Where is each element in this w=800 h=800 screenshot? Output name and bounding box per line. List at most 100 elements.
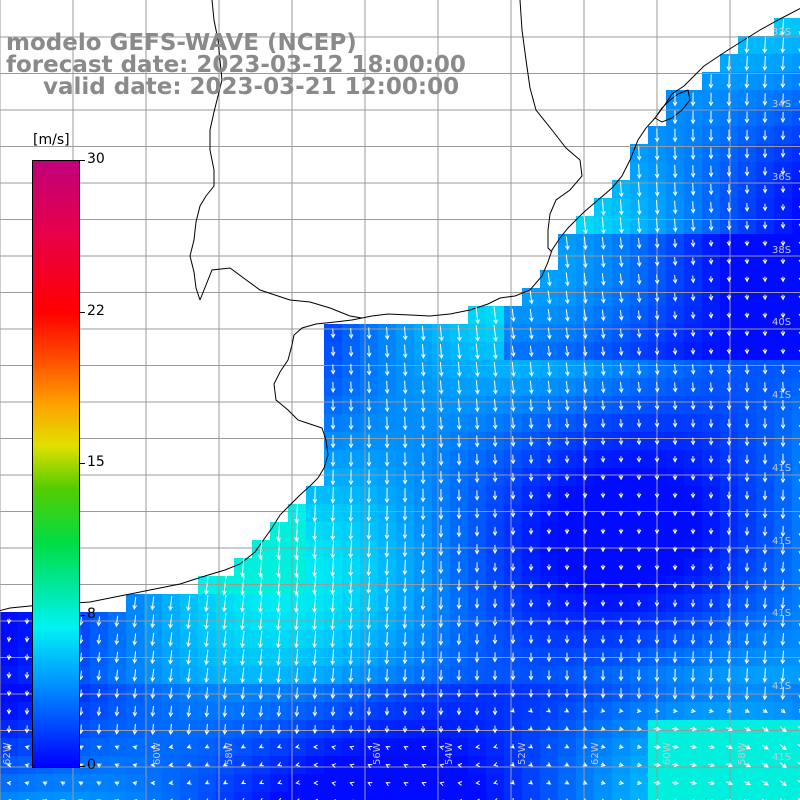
wind-arrow [186,744,192,749]
wind-arrow [312,522,318,541]
wind-arrow [708,382,714,393]
wind-arrow [168,596,173,611]
wind-arrow [564,437,570,446]
wind-arrow [600,328,606,339]
wind-arrow [546,689,552,698]
wind-cell [792,630,800,648]
wind-arrow [330,687,336,700]
wind-arrow [708,400,714,411]
wind-arrow [456,651,462,664]
wind-arrow [546,617,552,626]
wind-arrow [582,346,588,357]
wind-arrow [636,687,642,700]
wind-arrow [601,199,606,216]
lon-label: 54W [444,742,455,765]
wind-arrow [312,594,317,613]
wind-arrow [797,725,800,732]
wind-arrow [708,581,714,590]
wind-arrow [798,83,800,87]
wind-arrow [762,382,768,393]
wind-arrow [725,744,733,750]
wind-arrow [761,780,769,786]
wind-arrow [546,436,552,447]
wind-cell [342,792,360,800]
wind-arrow [221,575,227,596]
wind-arrow [474,580,480,591]
wind-arrow [510,652,516,663]
wind-arrow [726,509,732,518]
wind-arrow [384,452,390,467]
wind-arrow [690,400,696,411]
wind-arrow [96,688,102,699]
wind-arrow [690,510,696,517]
wind-arrow [456,398,462,413]
wind-arrow [726,400,732,411]
wind-arrow [512,797,514,800]
wind-arrow [438,525,444,538]
wind-arrow [779,744,787,751]
wind-arrow [366,594,372,613]
wind-arrow [689,780,698,786]
wind-arrow [186,723,192,736]
wind-arrow [582,437,588,446]
wind-arrow [654,363,660,376]
wind-arrow [294,594,299,613]
wind-cell [792,252,800,270]
wind-arrow [510,454,516,465]
wind-arrow [420,651,426,664]
wind-arrow [582,474,588,481]
wind-cell [792,396,800,414]
wind-arrow [457,343,462,360]
wind-arrow [438,542,444,557]
wind-arrow [6,672,12,679]
wind-arrow [475,306,480,325]
lat-label: 41S [772,752,791,763]
wind-arrow [402,614,408,629]
wind-arrow [780,597,786,610]
wind-arrow [636,617,642,626]
wind-arrow [654,310,660,321]
wind-arrow [330,399,336,412]
wind-arrow [6,780,12,786]
wind-cell [216,792,234,800]
wind-arrow [240,687,246,700]
wind-arrow [294,503,300,524]
wind-arrow [510,744,515,749]
wind-arrow [475,762,481,768]
wind-arrow [582,492,588,499]
wind-arrow [348,649,354,666]
wind-arrow [204,631,209,648]
wind-cell [18,792,36,800]
colorbar-unit: [m/s] [33,132,70,148]
wind-arrow [24,725,30,734]
wind-arrow [240,557,245,578]
wind-arrow [330,487,336,504]
wind-arrow [708,111,714,125]
wind-arrow [402,452,408,467]
wind-cell [792,162,800,180]
wind-arrow [114,724,120,735]
wind-arrow [780,240,786,247]
wind-arrow [528,762,533,767]
wind-cell [72,792,90,800]
wind-arrow [636,708,642,714]
wind-arrow [366,631,372,648]
wind-arrow [726,418,732,429]
wind-arrow [224,798,227,800]
wind-arrow [780,276,786,283]
wind-arrow [671,744,680,750]
wind-arrow [240,779,246,785]
wind-arrow [330,540,336,559]
wind-arrow [510,327,516,340]
wind-arrow [510,436,516,447]
wind-arrow [582,744,588,749]
wind-arrow [546,380,552,395]
wind-cell [486,792,504,800]
wind-arrow [258,649,263,666]
wind-arrow [348,399,354,412]
wind-arrow [636,164,642,179]
wind-arrow [276,557,281,578]
wind-arrow [492,380,498,395]
wind-arrow [492,616,498,627]
wind-arrow [366,345,372,358]
